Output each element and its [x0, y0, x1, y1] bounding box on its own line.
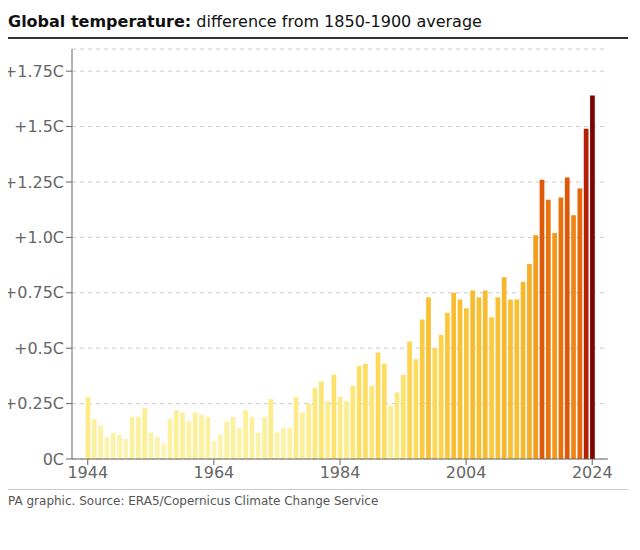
- svg-text:1984: 1984: [320, 463, 361, 482]
- html-text:Global temperature: difference: Global temperature: difference from 1850…: [8, 12, 482, 31]
- html-text:PA graphic. Source: ERA5/Coper: PA graphic. Source: ERA5/Copernicus Clim…: [8, 494, 379, 508]
- svg-text:2004: 2004: [446, 463, 487, 482]
- svg-text:+1.75C: +1.75C: [8, 62, 64, 81]
- svg-text:+0.25C: +0.25C: [8, 394, 64, 413]
- svg-text:1944: 1944: [67, 463, 108, 482]
- svg-text:1964: 1964: [194, 463, 235, 482]
- svg-text:+0.5C: +0.5C: [14, 339, 64, 358]
- svg-text:+1.25C: +1.25C: [8, 173, 64, 192]
- svg-text:2024: 2024: [572, 463, 613, 482]
- svg-text:+0.75C: +0.75C: [8, 283, 64, 302]
- svg-text:+1.5C: +1.5C: [14, 117, 64, 136]
- svg-text:+1.0C: +1.0C: [14, 228, 64, 247]
- svg-text:0C: 0C: [43, 450, 64, 469]
